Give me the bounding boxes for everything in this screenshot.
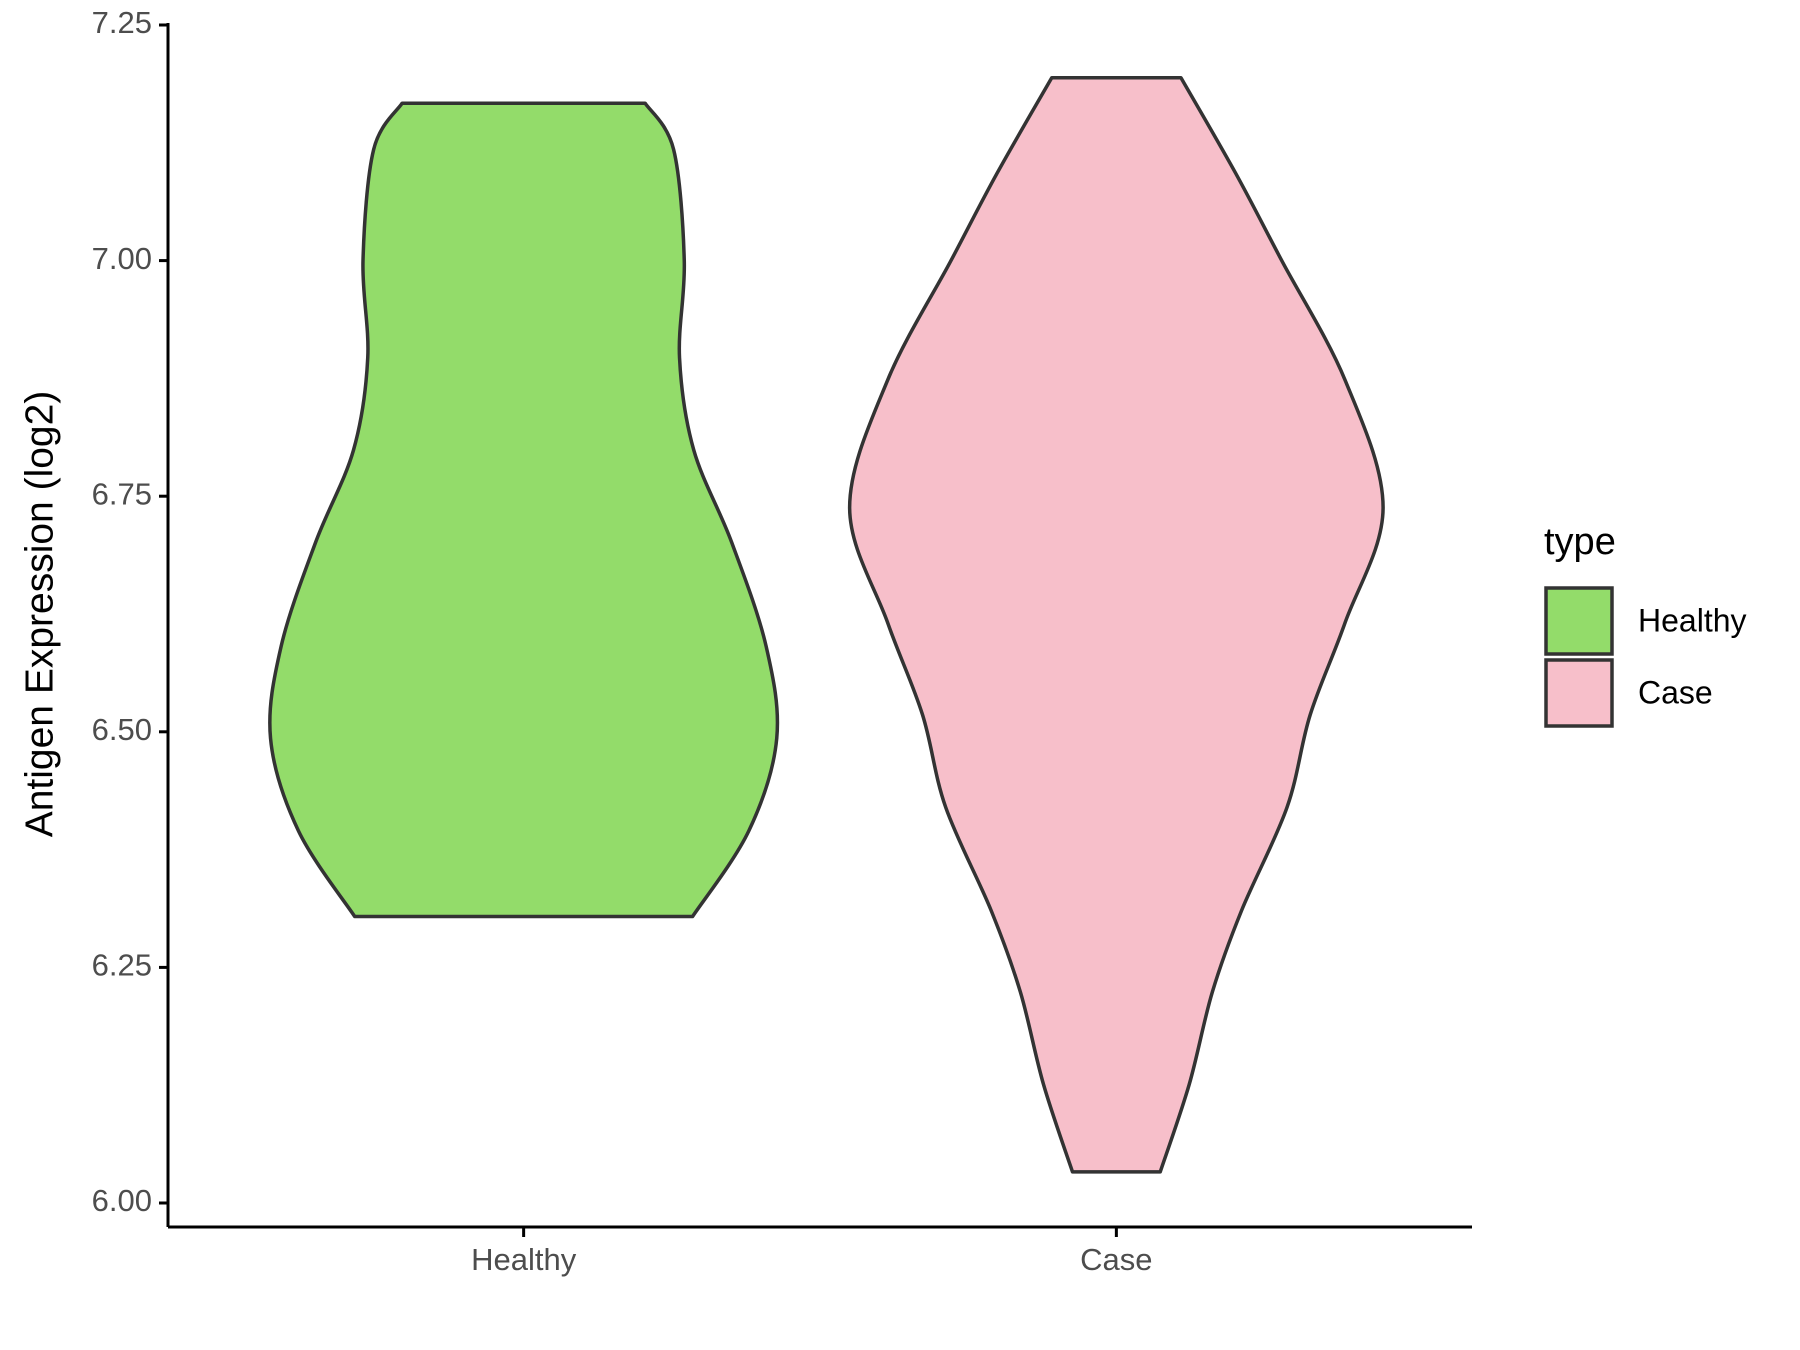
legend-label: Case xyxy=(1638,674,1713,710)
legend-key xyxy=(1544,658,1614,728)
violin xyxy=(268,101,780,919)
y-tick-label: 7.00 xyxy=(92,241,152,276)
legend-title: type xyxy=(1544,521,1616,563)
x-tick-label: Healthy xyxy=(471,1242,577,1277)
y-tick-label: 6.00 xyxy=(92,1183,152,1218)
y-tick-label: 7.25 xyxy=(92,5,152,40)
y-tick-label: 6.25 xyxy=(92,948,152,983)
y-axis-title: Antigen Expression (log2) xyxy=(18,391,61,838)
x-tick-label: Case xyxy=(1080,1242,1152,1277)
legend-key xyxy=(1544,586,1614,656)
legend-label: Healthy xyxy=(1638,602,1747,638)
violin xyxy=(847,76,1385,1174)
y-tick-label: 6.50 xyxy=(92,712,152,747)
y-tick-label: 6.75 xyxy=(92,476,152,511)
